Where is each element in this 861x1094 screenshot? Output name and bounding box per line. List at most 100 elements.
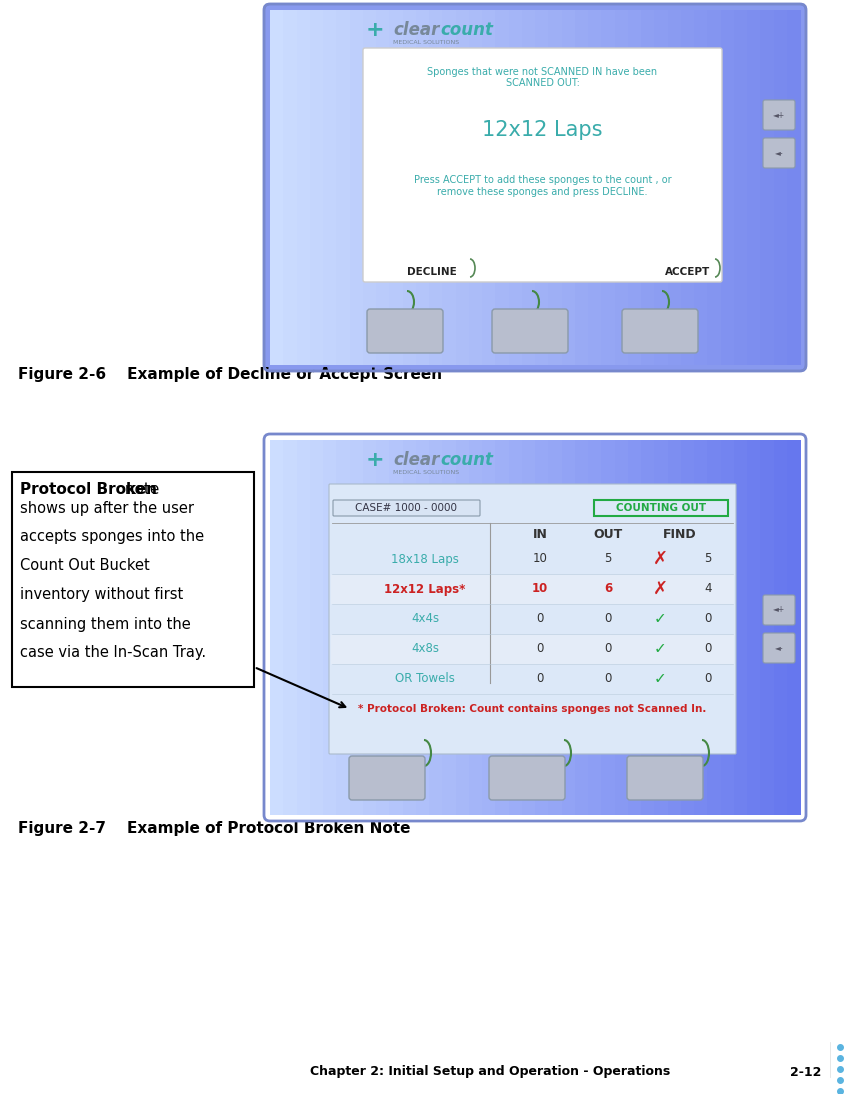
Text: 0: 0	[604, 642, 611, 655]
Bar	[721, 10, 734, 365]
Text: clear: clear	[393, 451, 439, 469]
Bar	[760, 10, 775, 365]
Bar	[331, 545, 734, 574]
Text: 0: 0	[536, 642, 543, 655]
Bar	[734, 10, 748, 365]
Text: count: count	[440, 451, 493, 469]
Bar	[296, 440, 311, 815]
Bar	[548, 10, 562, 365]
Bar	[535, 10, 549, 365]
Bar	[331, 605, 734, 635]
Text: remove these sponges and press DECLINE.: remove these sponges and press DECLINE.	[437, 187, 647, 197]
Bar	[694, 10, 709, 365]
Text: 2-12: 2-12	[790, 1066, 821, 1079]
Bar	[482, 10, 496, 365]
Text: 10: 10	[532, 582, 548, 595]
Text: ◄+: ◄+	[773, 110, 785, 119]
Text: Chapter 2: Initial Setup and Operation - Operations: Chapter 2: Initial Setup and Operation -…	[310, 1066, 670, 1079]
Bar	[482, 440, 496, 815]
Text: 10: 10	[533, 552, 548, 566]
FancyBboxPatch shape	[12, 472, 254, 687]
Bar	[443, 440, 456, 815]
Text: ✓: ✓	[653, 612, 666, 627]
Text: 0: 0	[604, 673, 611, 686]
Bar	[601, 10, 616, 365]
Bar	[402, 10, 417, 365]
Bar	[283, 10, 298, 365]
Text: MEDICAL SOLUTIONS: MEDICAL SOLUTIONS	[393, 469, 459, 475]
Text: 5: 5	[604, 552, 611, 566]
Text: 4x4s: 4x4s	[411, 613, 439, 626]
FancyBboxPatch shape	[329, 484, 736, 754]
Text: note: note	[120, 481, 159, 497]
Text: ✗: ✗	[653, 580, 667, 598]
Bar	[654, 10, 668, 365]
Bar	[495, 10, 510, 365]
Text: Press ACCEPT to add these sponges to the count , or: Press ACCEPT to add these sponges to the…	[413, 175, 672, 185]
Text: ✗: ✗	[653, 550, 667, 568]
Text: 18x18 Laps: 18x18 Laps	[391, 552, 459, 566]
Text: DECLINE: DECLINE	[407, 267, 456, 277]
FancyBboxPatch shape	[627, 756, 703, 800]
Bar	[429, 10, 443, 365]
Bar	[548, 440, 562, 815]
Text: Figure 2-7    Example of Protocol Broken Note: Figure 2-7 Example of Protocol Broken No…	[18, 820, 411, 836]
Text: IN: IN	[533, 527, 548, 540]
Bar	[270, 440, 284, 815]
Bar	[628, 440, 642, 815]
FancyBboxPatch shape	[333, 500, 480, 516]
Bar	[310, 10, 324, 365]
Text: +: +	[366, 450, 384, 470]
Text: 4x8s: 4x8s	[411, 642, 439, 655]
Bar	[389, 440, 404, 815]
Bar	[310, 440, 324, 815]
FancyBboxPatch shape	[622, 309, 698, 353]
Bar	[654, 440, 668, 815]
FancyBboxPatch shape	[763, 138, 795, 168]
Text: ✓: ✓	[653, 641, 666, 656]
Bar	[522, 10, 536, 365]
Text: 0: 0	[536, 613, 543, 626]
Bar	[641, 440, 655, 815]
FancyBboxPatch shape	[763, 100, 795, 130]
Text: scanning them into the: scanning them into the	[20, 617, 191, 631]
Text: +: +	[366, 20, 384, 40]
FancyBboxPatch shape	[363, 48, 722, 282]
Bar	[283, 440, 298, 815]
Text: Count Out Bucket: Count Out Bucket	[20, 559, 150, 573]
Text: shows up after the user: shows up after the user	[20, 500, 194, 515]
Bar	[760, 440, 775, 815]
Bar	[694, 440, 709, 815]
Text: ◄+: ◄+	[773, 605, 785, 615]
Text: FIND: FIND	[663, 527, 697, 540]
Bar	[601, 440, 616, 815]
Text: CASE# 1000 - 0000: CASE# 1000 - 0000	[355, 503, 457, 513]
Text: 5: 5	[704, 552, 712, 566]
Bar	[628, 10, 642, 365]
FancyBboxPatch shape	[763, 633, 795, 663]
Bar	[495, 440, 510, 815]
Text: count: count	[440, 21, 493, 39]
Text: MEDICAL SOLUTIONS: MEDICAL SOLUTIONS	[393, 39, 459, 45]
Bar	[443, 10, 456, 365]
Bar	[561, 440, 576, 815]
Text: SCAN IN: SCAN IN	[365, 760, 413, 770]
Bar	[376, 440, 390, 815]
Bar	[331, 665, 734, 694]
Bar	[337, 10, 350, 365]
Text: accepts sponges into the: accepts sponges into the	[20, 529, 204, 545]
Text: SCANNED OUT:: SCANNED OUT:	[505, 78, 579, 88]
Bar	[615, 440, 629, 815]
Bar	[747, 10, 761, 365]
Bar	[350, 10, 363, 365]
Bar	[667, 10, 682, 365]
Bar	[667, 440, 682, 815]
Bar	[575, 10, 589, 365]
Bar	[787, 440, 801, 815]
Text: Protocol Broken: Protocol Broken	[20, 481, 157, 497]
Bar	[575, 440, 589, 815]
Bar	[707, 440, 722, 815]
Text: 0: 0	[536, 673, 543, 686]
Text: Sponges that were not SCANNED IN have been: Sponges that were not SCANNED IN have be…	[427, 67, 658, 77]
Bar	[734, 440, 748, 815]
